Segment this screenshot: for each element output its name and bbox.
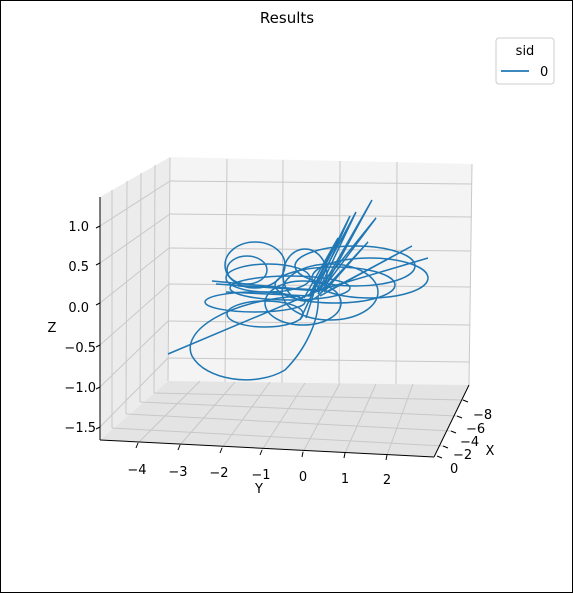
series-loop <box>204 291 306 313</box>
y-tick-label: −3 <box>168 465 187 480</box>
x-tick-label: −2 <box>453 448 472 463</box>
series-spike <box>315 217 377 293</box>
series-spike <box>299 285 317 321</box>
series-spike <box>225 291 311 297</box>
tick-marks <box>95 225 469 461</box>
series-loop <box>311 257 429 299</box>
y-tick-label: −4 <box>127 463 146 478</box>
y-tick-label: 2 <box>383 473 391 488</box>
axis-lines <box>99 197 470 458</box>
series-spike <box>309 215 351 297</box>
series-spike <box>319 241 369 295</box>
y-tick-label: −2 <box>209 466 228 481</box>
z-axis-title: Z <box>48 321 57 336</box>
series-loop <box>264 280 342 326</box>
x-tick-label: −6 <box>466 422 485 437</box>
series-spike <box>317 199 373 295</box>
chart-title: Results <box>260 9 314 27</box>
legend-title: sid <box>516 44 535 59</box>
series-line-segment <box>189 295 319 381</box>
z-tick-label: −1.5 <box>64 421 96 436</box>
y-tick-label: 0 <box>299 470 307 485</box>
legend-box <box>495 37 555 85</box>
y-tick-labels: −4 −3 −2 −1 0 1 2 <box>127 463 391 488</box>
series-loop <box>282 248 328 302</box>
z-tick-label: 0.5 <box>68 260 89 275</box>
z-tick-label: −0.5 <box>64 341 96 356</box>
y-axis-line <box>99 439 435 458</box>
floor-pane <box>100 381 469 457</box>
series-0-trajectory <box>167 199 429 381</box>
x-tick-labels: −8 −6 −4 −2 0 <box>450 408 492 477</box>
x-axis-title: X <box>486 444 495 459</box>
z-tick-label: −1.0 <box>64 381 96 396</box>
y-tick-label: 1 <box>341 472 349 487</box>
x-tick-label: 0 <box>450 462 458 477</box>
series-spike <box>319 245 413 297</box>
y-axis-title: Y <box>254 482 263 497</box>
x-tick-label: −4 <box>460 435 479 450</box>
z-tick-labels: 1.0 0.5 0.0 −0.5 −1.0 −1.5 <box>64 220 96 436</box>
x-tick-label: −8 <box>473 408 492 423</box>
z-tick-label: 0.0 <box>68 301 89 316</box>
z-tick-label: 1.0 <box>68 220 89 235</box>
y-tick-label: −1 <box>251 468 270 483</box>
x-axis-line <box>433 384 470 458</box>
axis-panes <box>100 157 472 457</box>
series-loop <box>281 263 379 321</box>
series-spike <box>237 285 323 291</box>
left-pane-xz <box>100 157 170 440</box>
legend-entry-label: 0 <box>540 65 548 80</box>
series-spike <box>303 237 339 299</box>
legend: sid 0 <box>495 37 555 85</box>
grid-lines <box>99 157 473 456</box>
